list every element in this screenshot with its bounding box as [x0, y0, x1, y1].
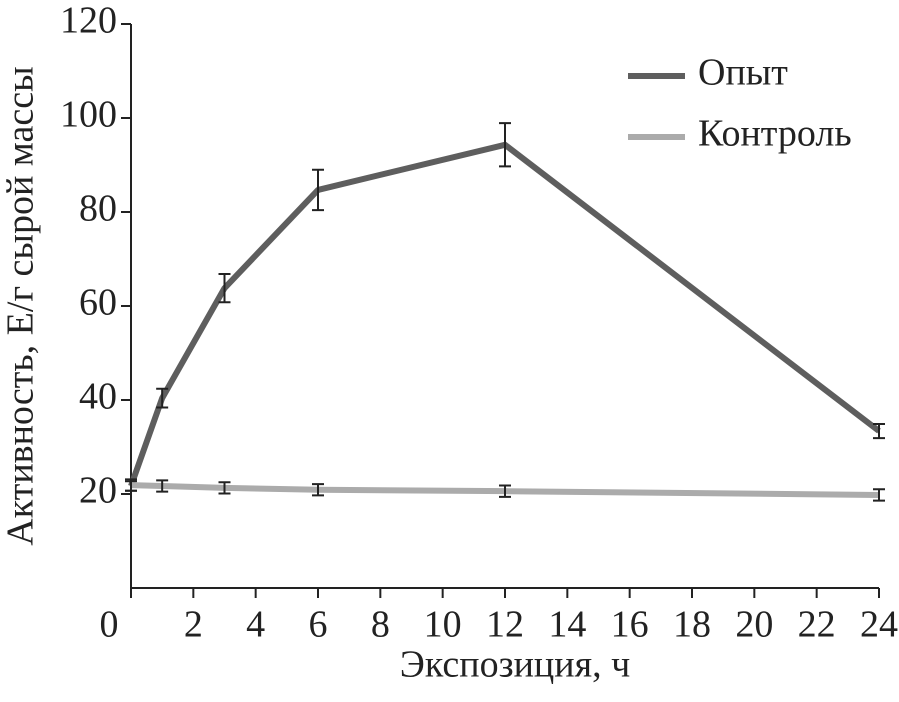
legend-label: Контроль	[698, 113, 852, 155]
error-bar	[156, 387, 169, 409]
x-tick-label: 22	[798, 604, 836, 646]
error-bar	[499, 484, 511, 498]
x-tick-label: 10	[424, 604, 462, 646]
x-tick-label: 6	[309, 604, 328, 646]
error-bar	[499, 122, 511, 168]
error-bar	[218, 481, 231, 495]
y-tick-label: 40	[79, 376, 117, 418]
y-tick-label: 120	[60, 0, 117, 42]
y-tick-label: 60	[79, 282, 117, 324]
y-tick-label: 20	[79, 470, 117, 512]
error-bar	[873, 422, 885, 440]
error-bar	[218, 273, 231, 304]
x-tick-label: 14	[548, 604, 586, 646]
error-bar	[873, 488, 885, 502]
x-tick-label: 2	[184, 604, 203, 646]
x-axis-label: Экспозиция, ч	[400, 644, 630, 686]
data-line	[130, 482, 880, 498]
x-tick-label: 16	[611, 604, 649, 646]
x-tick-label: 18	[673, 604, 711, 646]
y-tick-label: 100	[60, 94, 117, 136]
error-bar	[156, 479, 169, 493]
y-axis-label: Активность, Е/г сырой массы	[0, 66, 42, 545]
x-tick-label: 0	[100, 604, 119, 646]
error-bar	[312, 483, 324, 497]
legend-label: Опыт	[698, 52, 788, 94]
x-tick-label: 20	[735, 604, 773, 646]
y-tick-label: 80	[79, 188, 117, 230]
x-tick-label: 4	[246, 604, 265, 646]
data-line	[128, 141, 881, 488]
x-tick-label: 12	[486, 604, 524, 646]
x-tick-label: 8	[371, 604, 390, 646]
error-bar	[125, 478, 137, 492]
x-tick-label: 24	[860, 604, 898, 646]
error-bar	[312, 168, 324, 212]
